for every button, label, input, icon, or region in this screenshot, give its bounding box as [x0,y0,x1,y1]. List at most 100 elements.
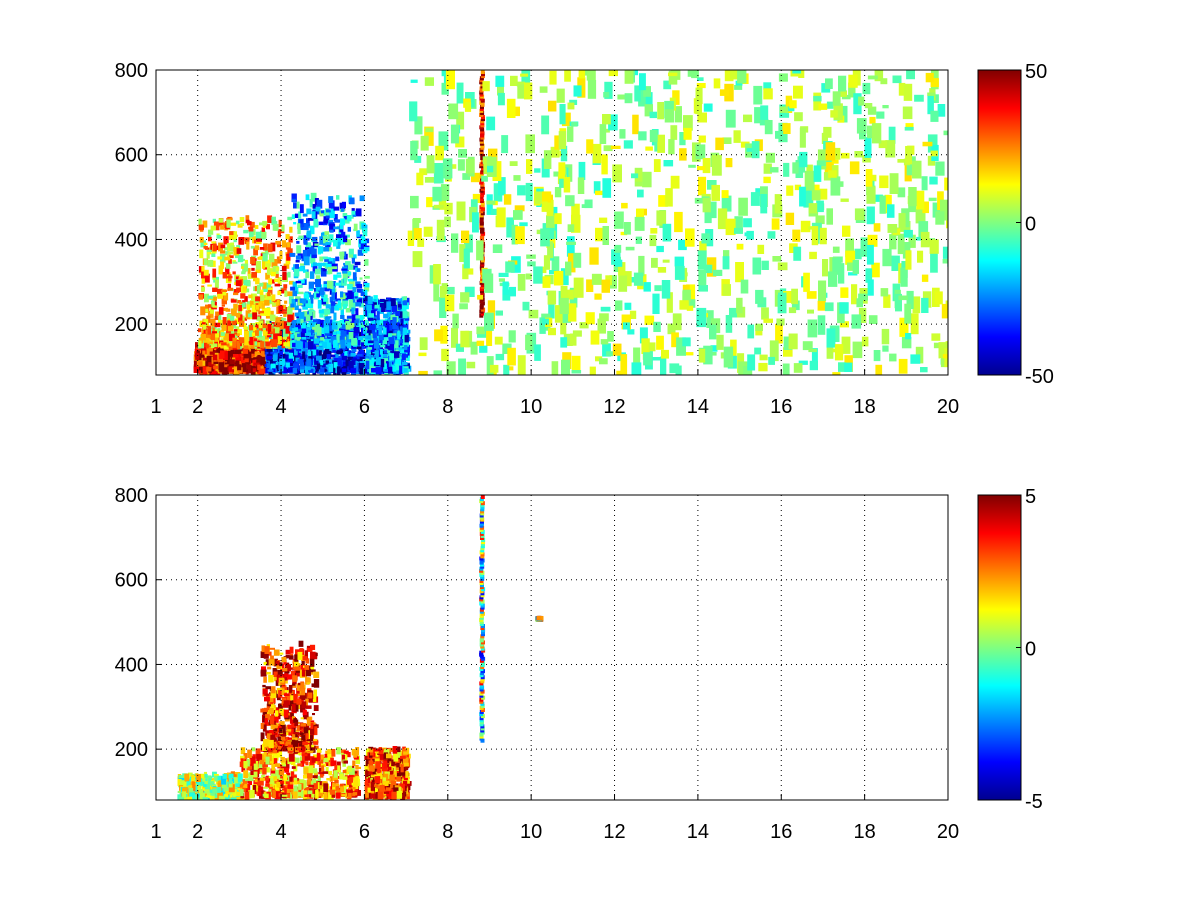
heatmap-cell [477,294,484,300]
heatmap-cell [345,308,352,313]
heatmap-cell [356,298,363,304]
heatmap-cell [207,259,214,267]
heatmap-cell [252,312,258,320]
heatmap-cell [489,364,499,373]
heatmap-cell [459,303,468,310]
heatmap-cell [266,355,273,360]
heatmap-cell [247,273,254,279]
heatmap-cell [541,201,548,212]
heatmap-cell [329,325,334,332]
heatmap-cell [398,365,403,374]
heatmap-cell [200,306,206,316]
heatmap-cell [550,146,560,158]
heatmap-cell [644,104,653,117]
heatmap-cell [525,273,532,280]
heatmap-cell [306,323,311,328]
heatmap-cell [316,355,322,361]
heatmap-cell [258,366,264,369]
heatmap-cell [280,353,286,357]
heatmap-cell [212,287,218,292]
heatmap-cell [470,341,478,355]
heatmap-cell [199,294,203,300]
heatmap-cell [369,324,376,331]
heatmap-cell [345,322,351,330]
heatmap-cell [318,246,324,254]
heatmap-cell [645,146,653,151]
heatmap-cell [201,277,206,284]
heatmap-cell [785,212,795,225]
heatmap-cell [260,313,265,316]
heatmap-cell [792,162,799,174]
heatmap-cell [632,114,639,135]
heatmap-cell [384,369,390,373]
heatmap-cell [358,331,363,337]
heatmap-cell [294,312,300,317]
heatmap-cell [325,366,331,375]
heatmap-cell [197,328,202,333]
heatmap-cell [332,331,336,335]
heatmap-cell [906,156,916,176]
heatmap-cell [842,225,851,237]
heatmap-cell [345,239,351,246]
heatmap-cell [356,230,360,237]
heatmap-cell [311,211,316,219]
heatmap-cell [662,259,670,263]
x-tick-label: 12 [603,396,625,418]
heatmap-cell [202,220,208,228]
heatmap-cell [310,225,315,235]
heatmap-cell [867,279,874,296]
heatmap-cell [276,299,280,307]
heatmap-cell [481,186,485,191]
heatmap-cell [333,239,338,247]
heatmap-cell [200,333,206,341]
heatmap-cell [554,187,562,198]
heatmap-cell [249,336,254,345]
heatmap-cell [307,249,312,257]
heatmap-cell [376,327,380,335]
heatmap-cell [295,298,299,302]
heatmap-cell [347,226,351,232]
heatmap-cell [356,354,363,357]
heatmap-cell [479,217,484,222]
heatmap-cell [356,343,362,347]
heatmap-cell [507,347,516,366]
heatmap-cell [212,218,216,223]
heatmap-cell [296,240,300,244]
heatmap-cell [238,305,242,312]
heatmap-cell [371,309,376,317]
heatmap-cell [735,262,744,283]
heatmap-cell [295,260,300,263]
heatmap-cell [480,291,485,296]
heatmap-cell [333,331,337,339]
heatmap-cell [434,329,443,342]
heatmap-cell [528,309,539,319]
heatmap-cell [312,326,316,333]
heatmap-cell [510,75,518,86]
heatmap-cell [464,286,475,297]
heatmap-cell [786,185,794,196]
heatmap-cell [277,290,282,296]
heatmap-cell [363,289,368,299]
heatmap-cell [329,319,333,329]
heatmap-cell [387,317,393,324]
heatmap-cell [867,106,877,115]
heatmap-cell [244,296,248,302]
heatmap-cell [595,227,603,242]
heatmap-cell [242,263,249,272]
heatmap-cell [264,307,271,316]
heatmap-cell [267,335,272,338]
heatmap-cell [905,250,912,270]
heatmap-cell [250,257,256,264]
heatmap-cell [392,365,397,372]
heatmap-cell [295,325,302,334]
heatmap-cell [540,228,550,247]
heatmap-cell [560,337,568,348]
heatmap-cell [513,106,520,117]
heatmap-cell [423,226,433,237]
heatmap-cell [545,227,555,240]
heatmap-cell [570,333,577,346]
heatmap-cell [498,278,505,282]
heatmap-cell [310,192,317,202]
heatmap-cell [342,297,349,307]
heatmap-cell [638,255,645,277]
